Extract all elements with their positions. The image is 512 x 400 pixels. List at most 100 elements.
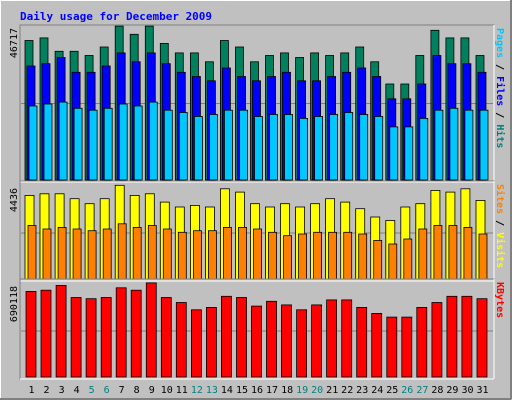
bar-kbytes-4 <box>70 297 82 378</box>
bar-sites-24 <box>373 239 383 280</box>
bar-pages-20 <box>314 116 324 181</box>
bar-pages-13 <box>208 114 218 181</box>
bar-pages-26 <box>404 126 414 181</box>
panel-legend-kbytes: KBytes <box>494 282 505 318</box>
panel-max-label: 4436 <box>9 188 20 212</box>
bar-kbytes-16 <box>251 305 262 378</box>
bar-pages-21 <box>329 114 339 181</box>
x-tick-label: 12 <box>191 385 203 396</box>
bar-pages-31 <box>479 109 489 181</box>
bar-kbytes-3 <box>55 284 67 378</box>
panel-visits: 4436 Sites / Visits <box>9 180 506 282</box>
legend-part: Visits <box>494 232 506 268</box>
bar-sites-11 <box>177 231 187 280</box>
bar-kbytes-7 <box>115 287 127 378</box>
bar-pages-11 <box>178 112 188 181</box>
bar-kbytes-2 <box>40 289 52 378</box>
bar-kbytes-13 <box>205 306 217 378</box>
bar-kbytes-25 <box>386 316 398 378</box>
x-tick-label: 11 <box>176 385 188 396</box>
bar-pages-12 <box>193 116 203 181</box>
bar-pages-22 <box>344 112 354 181</box>
x-tick-label: 24 <box>371 385 383 396</box>
chart-title: Daily usage for December 2009 <box>20 10 212 23</box>
bar-sites-18 <box>283 235 292 280</box>
bar-pages-5 <box>88 109 98 181</box>
bar-sites-26 <box>403 238 413 280</box>
bar-pages-9 <box>148 101 158 181</box>
x-tick-label: 28 <box>431 385 443 396</box>
x-tick-label: 16 <box>251 385 263 396</box>
bar-pages-18 <box>284 114 293 181</box>
x-tick-label: 20 <box>311 385 323 396</box>
bar-pages-16 <box>254 116 263 181</box>
bar-sites-4 <box>72 228 82 280</box>
bar-kbytes-12 <box>190 309 202 378</box>
x-tick-label: 18 <box>281 385 293 396</box>
legend-part: / <box>494 58 505 76</box>
bar-sites-30 <box>463 226 473 280</box>
bar-kbytes-9 <box>145 282 157 378</box>
bar-sites-6 <box>102 228 112 280</box>
bar-kbytes-29 <box>446 295 458 378</box>
bar-sites-31 <box>478 233 488 280</box>
bar-sites-29 <box>448 225 458 280</box>
x-tick-label: 4 <box>74 385 80 396</box>
x-tick-label: 29 <box>446 385 458 396</box>
bar-sites-15 <box>238 226 247 280</box>
panel-max-label: 46717 <box>9 28 20 58</box>
x-tick-label: 3 <box>59 385 65 396</box>
bar-sites-22 <box>343 231 353 280</box>
x-tick-label: 14 <box>221 385 233 396</box>
bar-kbytes-15 <box>236 297 247 378</box>
bar-pages-15 <box>239 109 248 181</box>
legend-part: Sites <box>494 184 506 214</box>
bar-pages-8 <box>133 105 143 181</box>
bar-kbytes-19 <box>296 309 308 378</box>
bar-kbytes-8 <box>130 289 142 378</box>
x-tick-label: 26 <box>401 385 413 396</box>
bar-kbytes-1 <box>25 290 37 378</box>
bar-sites-2 <box>42 228 52 280</box>
bar-kbytes-6 <box>100 297 112 378</box>
panel-max-label: 690118 <box>9 286 20 322</box>
legend-part: Files <box>494 76 506 106</box>
bar-kbytes-20 <box>311 304 323 378</box>
x-tick-label: 8 <box>134 385 140 396</box>
legend-part: Pages <box>494 28 505 58</box>
bar-pages-19 <box>299 118 309 181</box>
bar-kbytes-27 <box>416 306 428 378</box>
x-tick-label: 19 <box>296 385 308 396</box>
bar-kbytes-11 <box>175 302 187 378</box>
bar-sites-9 <box>147 225 157 280</box>
bar-kbytes-10 <box>160 297 172 378</box>
x-tick-label: 9 <box>149 385 155 396</box>
bar-kbytes-24 <box>371 312 383 378</box>
bar-pages-10 <box>163 109 173 181</box>
bar-sites-10 <box>162 228 172 280</box>
bar-kbytes-31 <box>476 298 488 378</box>
bar-sites-7 <box>117 223 127 280</box>
bar-pages-29 <box>449 107 459 181</box>
bar-pages-28 <box>434 109 444 181</box>
bar-sites-28 <box>433 225 443 280</box>
bar-pages-27 <box>419 118 429 181</box>
bar-kbytes-30 <box>461 295 473 378</box>
x-tick-label: 22 <box>341 385 353 396</box>
x-tick-label: 7 <box>119 385 125 396</box>
x-tick-label: 1 <box>28 385 34 396</box>
legend-part: / <box>494 106 505 124</box>
bar-sites-13 <box>207 230 217 280</box>
bar-sites-17 <box>268 231 277 280</box>
bar-kbytes-14 <box>220 295 232 378</box>
bar-sites-21 <box>328 231 338 280</box>
bar-sites-16 <box>253 228 262 280</box>
bar-pages-4 <box>73 107 83 181</box>
bar-sites-19 <box>298 233 308 280</box>
bar-sites-20 <box>313 231 323 280</box>
bar-sites-1 <box>27 225 37 280</box>
x-tick-label: 5 <box>89 385 95 396</box>
x-tick-label: 25 <box>386 385 398 396</box>
x-tick-label: 31 <box>476 385 488 396</box>
